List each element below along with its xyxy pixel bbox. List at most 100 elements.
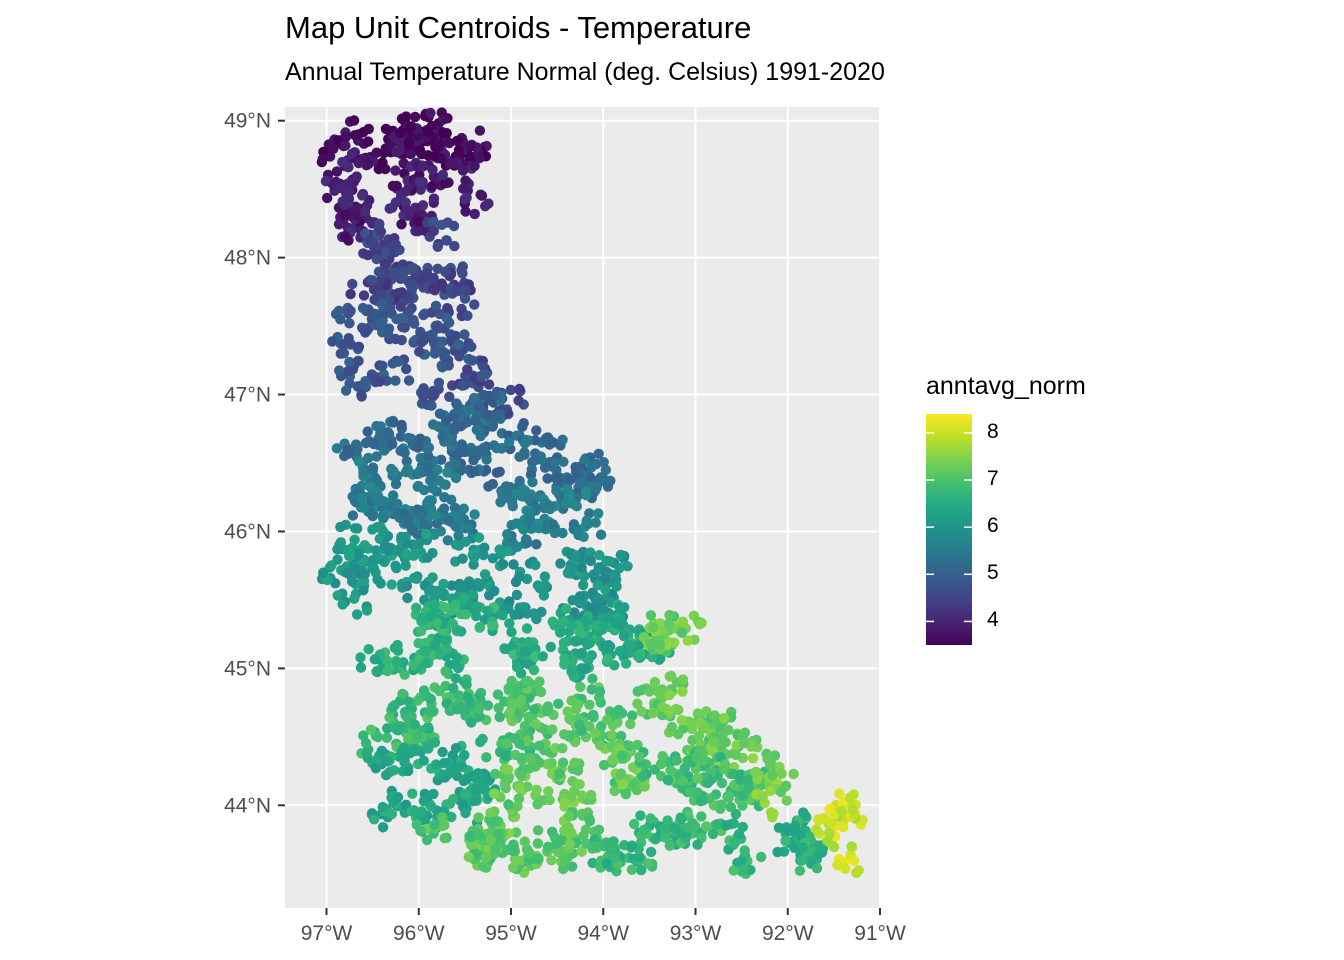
data-point	[692, 708, 704, 719]
y-tick-label: 44°N	[224, 794, 271, 817]
data-point	[363, 644, 374, 655]
data-point	[412, 226, 423, 237]
data-point	[409, 806, 420, 818]
data-point	[594, 550, 605, 561]
data-point	[609, 852, 620, 863]
data-point	[506, 626, 517, 638]
data-point	[559, 729, 570, 740]
data-point	[353, 157, 364, 169]
data-point	[371, 755, 382, 766]
data-point	[362, 426, 373, 437]
data-point	[539, 580, 551, 591]
data-point	[592, 593, 603, 604]
data-point	[444, 317, 455, 328]
data-point	[390, 478, 402, 490]
data-point	[568, 519, 580, 530]
data-point	[682, 635, 693, 646]
data-point	[440, 634, 451, 646]
data-point	[380, 246, 392, 257]
x-tick-label: 94°W	[577, 922, 629, 945]
data-point	[412, 442, 424, 453]
data-point	[579, 455, 590, 466]
data-point	[529, 704, 540, 715]
data-point	[814, 828, 825, 839]
data-point	[546, 768, 558, 779]
data-point	[350, 439, 362, 450]
data-point	[460, 774, 471, 785]
data-point	[392, 545, 403, 556]
data-point	[487, 553, 499, 564]
data-point	[504, 436, 515, 448]
data-point	[819, 813, 830, 824]
data-point	[721, 820, 732, 831]
data-point	[523, 493, 535, 505]
data-point	[626, 864, 638, 875]
data-point	[459, 193, 470, 205]
data-point	[488, 788, 500, 799]
data-point	[692, 839, 703, 850]
data-point	[367, 510, 378, 522]
data-point	[418, 685, 430, 696]
data-point	[402, 592, 413, 604]
data-point	[357, 302, 369, 314]
data-point	[405, 121, 416, 132]
data-point	[403, 375, 415, 386]
data-point	[450, 330, 461, 342]
data-point	[439, 757, 450, 769]
data-point	[367, 275, 378, 286]
data-point	[507, 641, 518, 652]
data-point	[346, 576, 358, 587]
data-point	[379, 539, 391, 551]
data-point	[556, 835, 568, 846]
data-point	[508, 862, 519, 873]
data-point	[532, 838, 543, 849]
data-point	[386, 463, 397, 475]
data-point	[647, 651, 658, 663]
y-tick-label: 47°N	[224, 384, 271, 407]
data-point	[507, 698, 518, 709]
data-point	[671, 755, 682, 766]
data-point	[339, 199, 350, 210]
data-point	[353, 341, 365, 352]
data-point	[439, 602, 451, 613]
data-point	[676, 627, 688, 638]
data-point	[343, 178, 354, 189]
data-point	[848, 789, 859, 800]
data-point	[469, 552, 480, 563]
data-point	[347, 278, 358, 290]
data-point	[692, 787, 703, 798]
data-point	[497, 610, 508, 621]
data-point	[457, 553, 468, 564]
data-point	[634, 852, 645, 863]
data-point	[396, 287, 407, 298]
data-point	[453, 530, 464, 541]
data-point	[460, 175, 471, 186]
data-point	[478, 389, 490, 401]
data-point	[363, 452, 374, 464]
colorbar-gradient	[926, 414, 972, 645]
data-point	[423, 495, 435, 506]
x-tick-label: 91°W	[854, 922, 906, 945]
data-point	[361, 605, 373, 616]
data-point	[728, 768, 739, 780]
data-point	[387, 490, 399, 501]
data-point	[683, 755, 694, 766]
data-point	[692, 773, 703, 784]
data-point	[594, 740, 606, 751]
data-point	[576, 647, 588, 659]
data-point	[599, 474, 610, 485]
data-point	[417, 161, 429, 172]
data-point	[588, 569, 599, 580]
data-point	[628, 818, 640, 830]
data-point	[415, 326, 426, 338]
data-point	[423, 442, 435, 453]
data-point	[464, 579, 475, 590]
data-point	[371, 253, 382, 265]
data-point	[418, 309, 429, 321]
data-point	[594, 686, 606, 697]
data-point	[510, 488, 521, 499]
data-point	[456, 439, 467, 450]
data-point	[631, 784, 643, 796]
data-point	[557, 757, 569, 768]
